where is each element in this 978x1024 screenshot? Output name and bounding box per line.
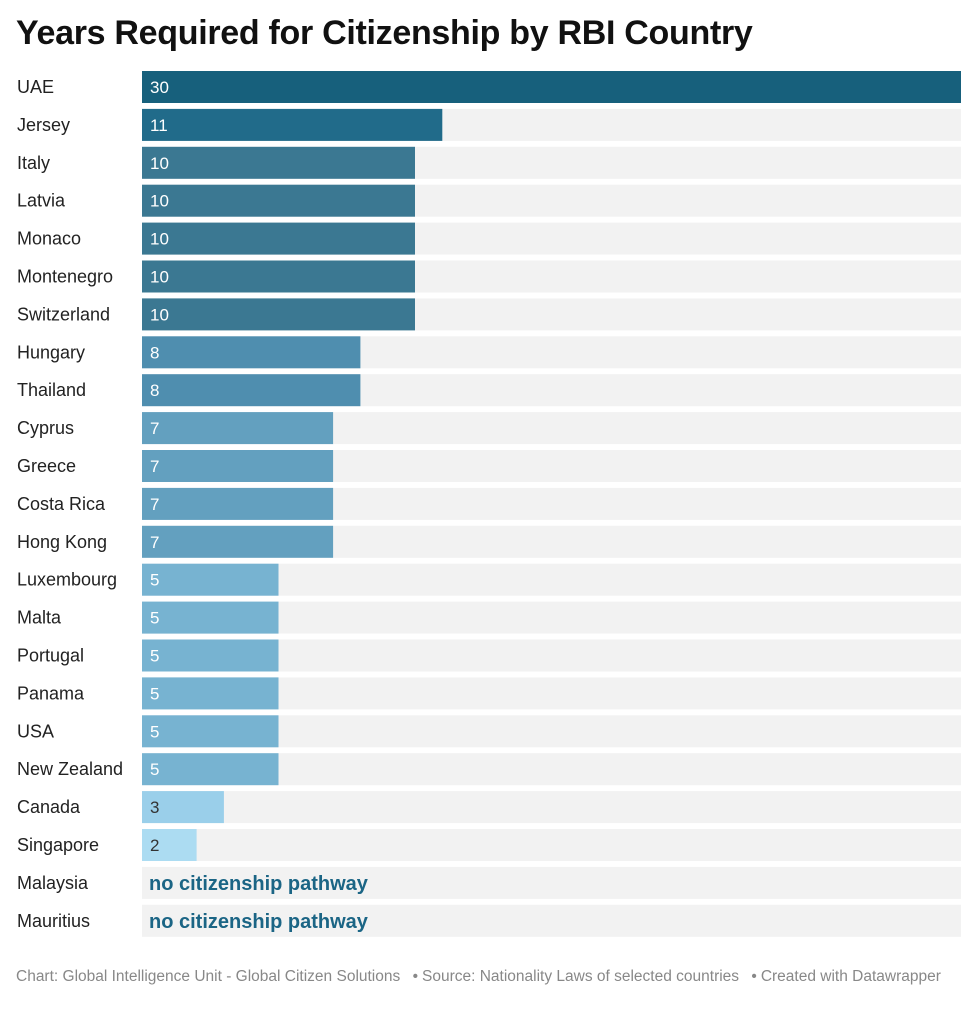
bar[interactable] bbox=[142, 184, 415, 217]
category-label: Italy bbox=[17, 153, 50, 173]
bar[interactable] bbox=[142, 639, 279, 672]
category-label: Canada bbox=[17, 797, 81, 817]
value-label: 2 bbox=[150, 836, 159, 855]
category-label: Hungary bbox=[17, 342, 85, 362]
value-label: 10 bbox=[150, 192, 169, 211]
category-label: UAE bbox=[17, 77, 54, 97]
category-label: Cyprus bbox=[17, 418, 74, 438]
bar-chart: UAE 30 Jersey 11 Italy 10 Latvia 10 Monaco 10 Mont… bbox=[17, 71, 961, 937]
value-label: 5 bbox=[150, 760, 159, 779]
missing-value-label: no citizenship pathway bbox=[149, 911, 369, 933]
value-label: 10 bbox=[150, 154, 169, 173]
bar[interactable] bbox=[142, 563, 279, 596]
value-label: 7 bbox=[150, 457, 159, 476]
bar[interactable] bbox=[142, 487, 334, 520]
bar[interactable] bbox=[142, 260, 415, 293]
category-label: Mauritius bbox=[17, 911, 90, 931]
bar[interactable] bbox=[142, 146, 415, 179]
value-label: 5 bbox=[150, 609, 159, 628]
bar-track bbox=[142, 866, 961, 899]
chart-source: Source: Nationality Laws of selected cou… bbox=[422, 968, 740, 985]
value-label: 5 bbox=[150, 571, 159, 590]
category-label: USA bbox=[17, 721, 54, 741]
category-label: Singapore bbox=[17, 835, 99, 855]
value-label: 30 bbox=[150, 78, 169, 97]
category-label: Luxembourg bbox=[17, 570, 117, 590]
bar[interactable] bbox=[142, 336, 361, 369]
bar[interactable] bbox=[142, 715, 279, 748]
category-label: Malaysia bbox=[17, 873, 89, 893]
bar[interactable] bbox=[142, 222, 415, 255]
missing-value-label: no citizenship pathway bbox=[149, 873, 369, 895]
value-label: 10 bbox=[150, 268, 169, 287]
value-label: 8 bbox=[150, 343, 159, 362]
bar[interactable] bbox=[142, 753, 279, 786]
category-label: Montenegro bbox=[17, 267, 113, 287]
category-label: Malta bbox=[17, 608, 62, 628]
bar[interactable] bbox=[142, 71, 961, 103]
bar[interactable] bbox=[142, 298, 415, 331]
category-label: Thailand bbox=[17, 380, 86, 400]
value-label: 5 bbox=[150, 684, 159, 703]
category-label: Greece bbox=[17, 456, 76, 476]
chart-title: Years Required for Citizenship by RBI Co… bbox=[16, 14, 753, 52]
value-label: 11 bbox=[150, 116, 168, 135]
category-label: Costa Rica bbox=[17, 494, 106, 514]
category-label: Switzerland bbox=[17, 304, 110, 324]
value-label: 7 bbox=[150, 533, 159, 552]
bar[interactable] bbox=[142, 374, 361, 407]
chart-credit: Chart: Global Intelligence Unit - Global… bbox=[16, 968, 401, 985]
bar-track bbox=[142, 829, 961, 861]
bar[interactable] bbox=[142, 677, 279, 710]
category-label: Portugal bbox=[17, 646, 84, 666]
value-label: 5 bbox=[150, 722, 159, 741]
category-label: Monaco bbox=[17, 229, 81, 249]
category-label: Panama bbox=[17, 683, 85, 703]
value-label: 3 bbox=[150, 798, 159, 817]
bar[interactable] bbox=[142, 601, 279, 634]
bar-track bbox=[142, 791, 961, 824]
value-label: 8 bbox=[150, 381, 159, 400]
value-label: 7 bbox=[150, 419, 159, 438]
category-label: Jersey bbox=[17, 115, 70, 135]
created-with-link[interactable]: Created with Datawrapper bbox=[760, 968, 941, 985]
value-label: 7 bbox=[150, 495, 159, 514]
bar[interactable] bbox=[142, 412, 334, 445]
category-label: Latvia bbox=[17, 191, 66, 211]
chart-footer: Chart: Global Intelligence Unit - Global… bbox=[16, 968, 941, 985]
bar[interactable] bbox=[142, 108, 443, 141]
bar[interactable] bbox=[142, 791, 224, 824]
bar[interactable] bbox=[142, 450, 334, 482]
value-label: 5 bbox=[150, 647, 159, 666]
category-label: New Zealand bbox=[17, 759, 123, 779]
value-label: 10 bbox=[150, 230, 169, 249]
value-label: 10 bbox=[150, 305, 169, 324]
category-label: Hong Kong bbox=[17, 532, 107, 552]
bar-track bbox=[142, 904, 961, 937]
bar[interactable] bbox=[142, 829, 197, 861]
bar[interactable] bbox=[142, 525, 334, 558]
